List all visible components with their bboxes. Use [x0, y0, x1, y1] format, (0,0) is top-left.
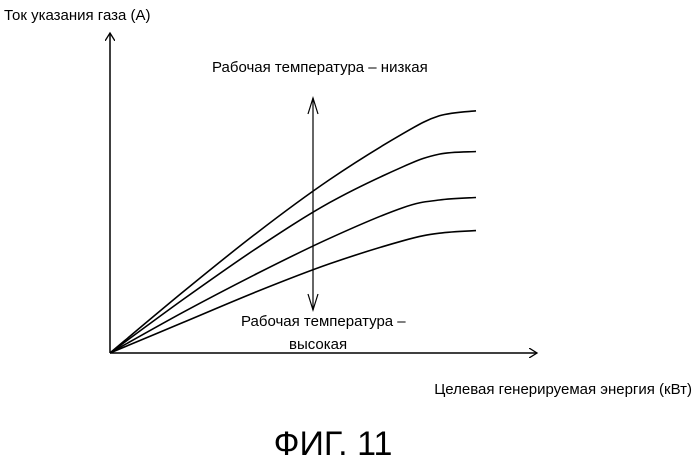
- figure-caption: ФИГ. 11: [274, 425, 393, 463]
- annotation-high-temperature-line2: высокая: [289, 336, 347, 353]
- x-axis-title: Целевая генерируемая энергия (кВт): [434, 381, 692, 398]
- annotation-low-temperature: Рабочая температура – низкая: [212, 59, 428, 76]
- annotation-high-temperature-line1: Рабочая температура –: [241, 313, 406, 330]
- series-line-4: [110, 231, 476, 353]
- y-axis-title: Ток указания газа (А): [4, 7, 151, 24]
